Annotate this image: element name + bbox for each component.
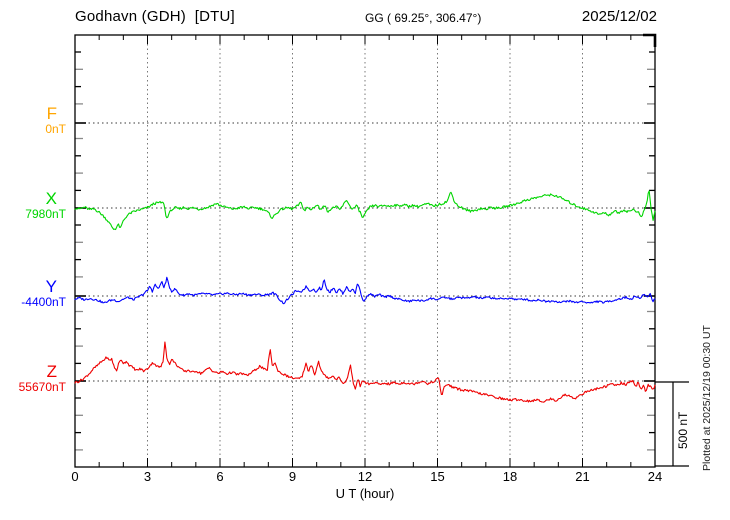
channel-letter-Y: Y (45, 277, 57, 296)
x-tick-label: 0 (71, 469, 79, 484)
trace-Z (74, 341, 656, 403)
x-axis-label: U T (hour) (335, 486, 395, 501)
scale-bar (655, 381, 689, 467)
channel-label-X: X 7980nT (2, 189, 66, 221)
x-tick-label: 6 (216, 469, 224, 484)
plotted-at-note: Plotted at 2025/12/19 00:30 UT (701, 325, 713, 471)
channel-letter-F: F (46, 104, 57, 123)
trace-X (74, 190, 656, 231)
channel-baseline-X: 7980nT (25, 207, 66, 221)
channel-baseline-Z: 55670nT (18, 380, 66, 394)
channel-baseline-Y: -4400nT (21, 295, 66, 309)
channel-label-F: F 0nT (2, 104, 66, 136)
channel-label-Y: Y -4400nT (2, 277, 66, 309)
trace-Y (74, 276, 656, 305)
x-tick-label: 21 (575, 469, 590, 484)
x-tick-label: 12 (357, 469, 373, 484)
scale-bar-label: 500 nT (676, 411, 690, 449)
x-tick-label: 24 (647, 469, 663, 484)
channel-baseline-F: 0nT (45, 122, 66, 136)
corner-mark (643, 33, 657, 47)
channel-letter-Z: Z (46, 362, 57, 381)
plot-frame (74, 34, 656, 468)
x-tick-label: 18 (502, 469, 518, 484)
plot-date: 2025/12/02 (581, 8, 657, 25)
x-tick-label: 9 (288, 469, 297, 484)
station-title: Godhavn (GDH) [DTU] (75, 8, 235, 25)
channel-letter-X: X (45, 189, 57, 208)
x-tick-label: 3 (143, 469, 152, 484)
geographic-coordinates: GG ( 69.25°, 306.47°) (365, 11, 482, 25)
channel-label-Z: Z 55670nT (2, 362, 66, 394)
x-axis-tick-labels: 0 3 6 9 12 15 18 21 24 (0, 469, 730, 485)
x-tick-label: 15 (430, 469, 445, 484)
